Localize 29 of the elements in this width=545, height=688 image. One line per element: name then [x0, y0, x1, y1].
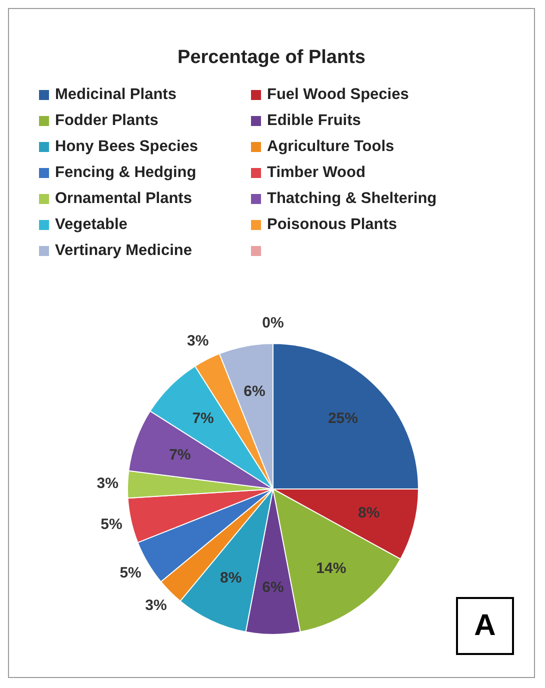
legend-label: Vegetable [55, 216, 128, 234]
legend-label: Ornamental Plants [55, 190, 192, 208]
data-label: 3% [144, 597, 166, 614]
data-label: 8% [220, 570, 242, 587]
data-label: 6% [243, 382, 265, 400]
data-label: 5% [119, 564, 141, 582]
legend-label: Thatching & Sheltering [267, 190, 437, 208]
text: 0% [262, 314, 284, 332]
data-label: 3% [96, 474, 118, 492]
legend-label: Edible Fruits [267, 112, 361, 130]
legend-label: Fencing & Hedging [55, 164, 196, 182]
legend-label: Poisonous Plants [267, 216, 398, 234]
legend-label: Agriculture Tools [267, 138, 394, 156]
chart-title: Percentage of Plants [176, 47, 366, 69]
data-label: 8% [357, 504, 380, 522]
data-label: 7% [168, 446, 190, 464]
data-label: 5% [100, 516, 122, 534]
data-label: 3% [186, 332, 208, 350]
legend-label: Fuel Wood Species [267, 86, 409, 104]
data-label: 14% [316, 560, 346, 578]
text: A [456, 597, 514, 655]
legend-label: Medicinal Plants [55, 86, 176, 104]
data-label: 7% [192, 410, 214, 428]
legend-label: Fodder Plants [55, 112, 158, 130]
legend-label: Hony Bees Species [55, 138, 198, 156]
legend-label: Vertinary Medicine [55, 242, 192, 260]
data-label: 6% [262, 579, 284, 596]
data-label: 25% [327, 410, 358, 428]
legend-label: Timber Wood [267, 164, 366, 182]
